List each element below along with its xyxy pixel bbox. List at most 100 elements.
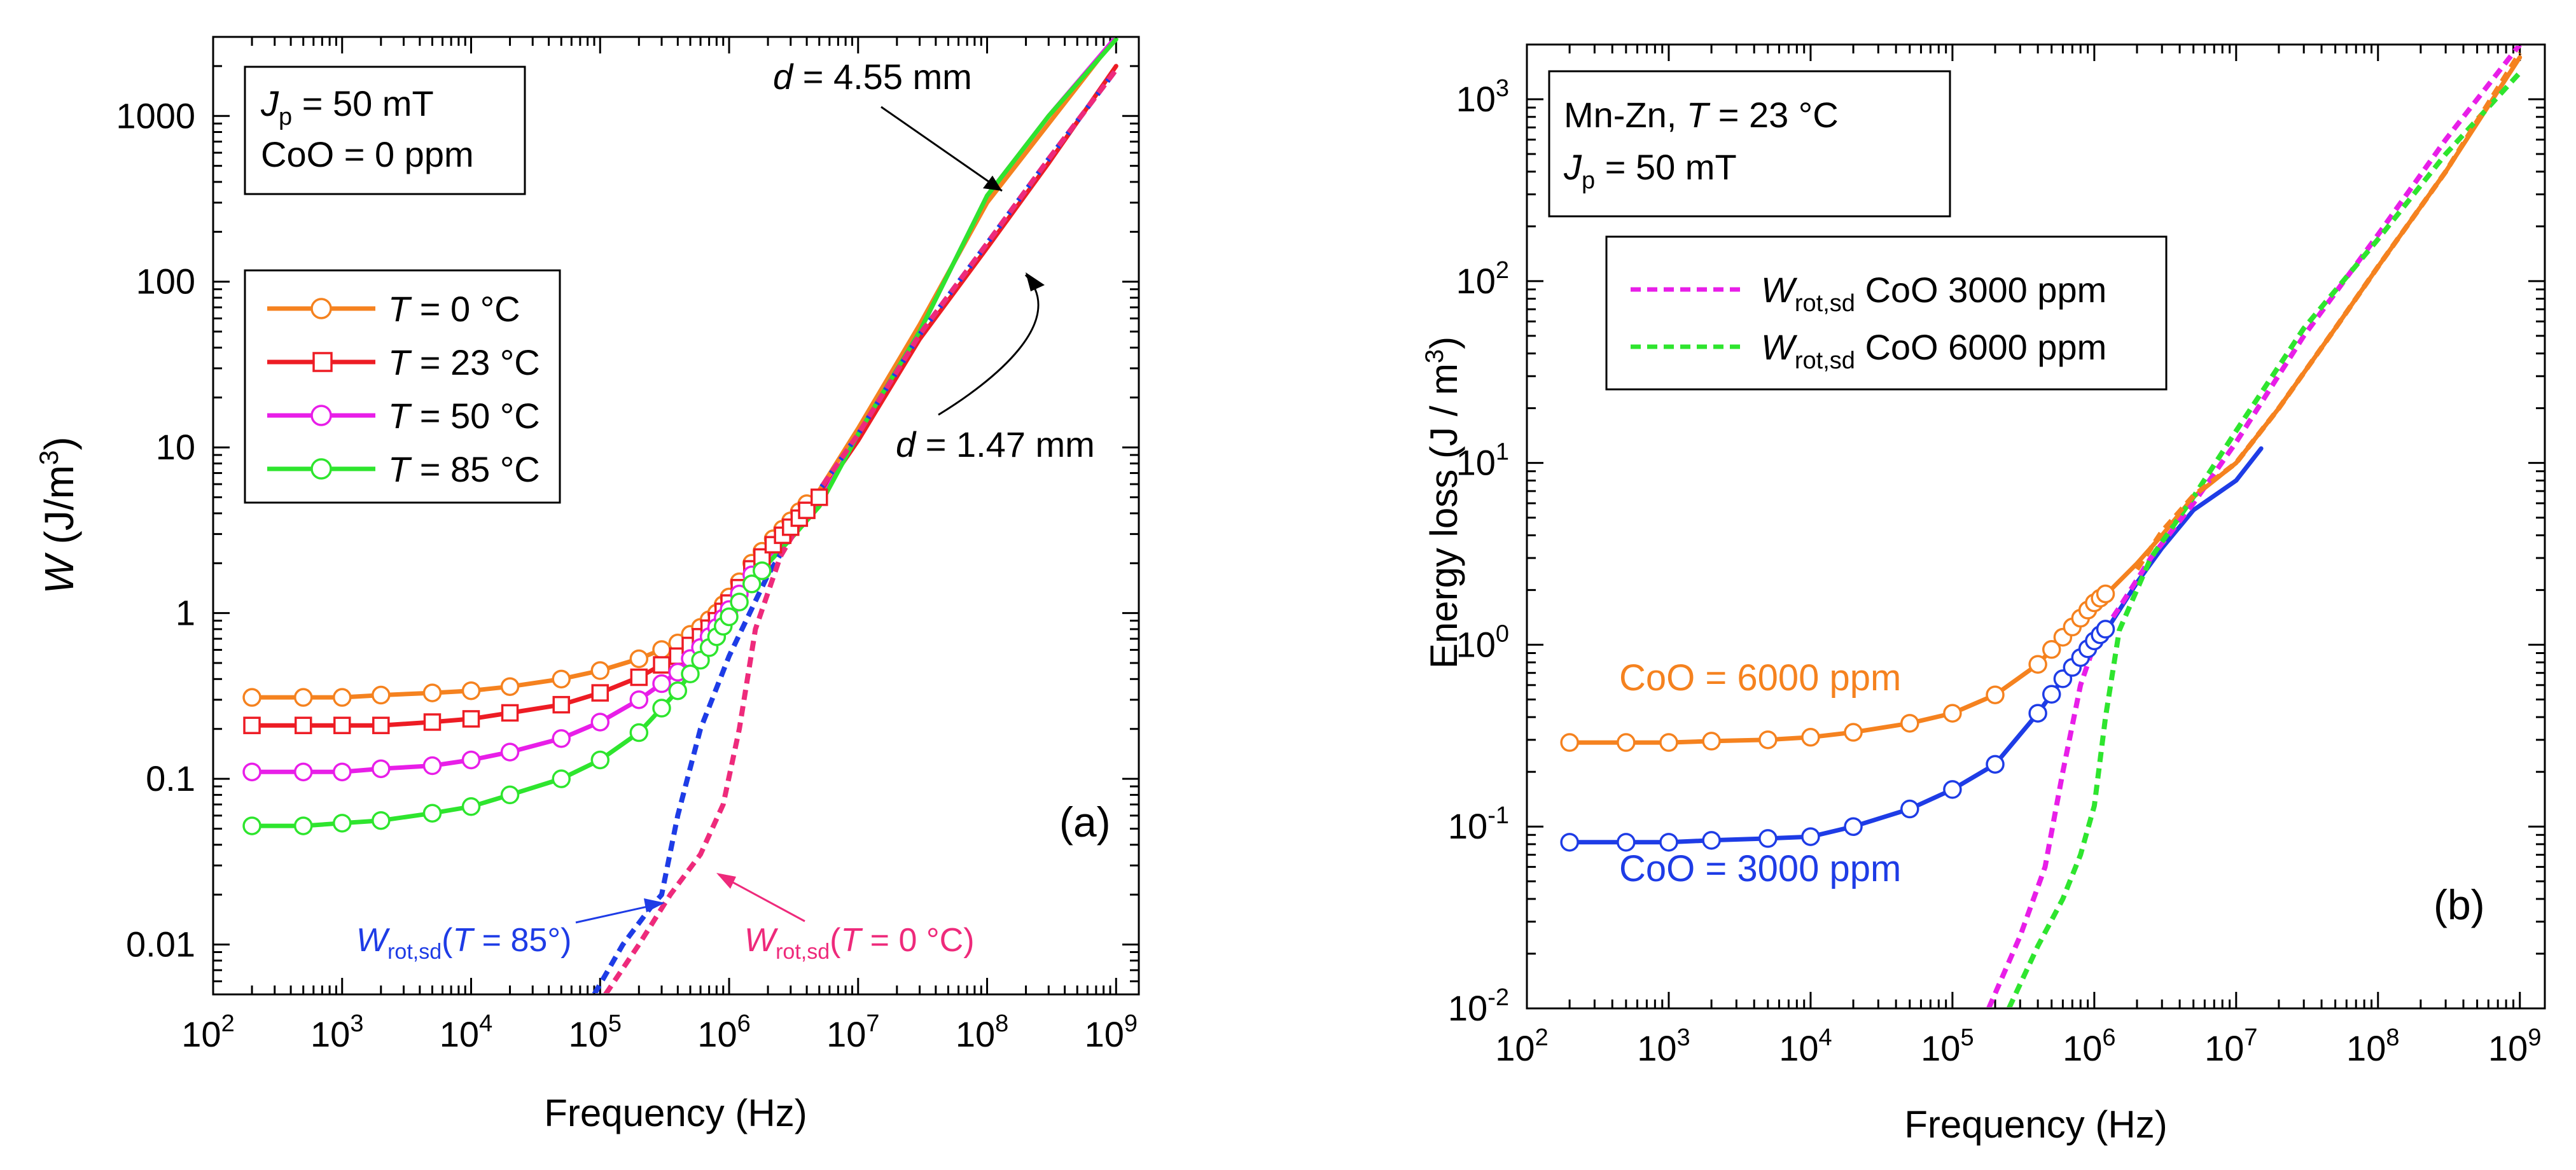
- a-annot-wrot-85: Wrot,sd(T = 85°): [356, 922, 571, 964]
- series-line-4: [592, 68, 1118, 993]
- b-annot-co6000: CoO = 6000 ppm: [1619, 657, 1901, 699]
- b-series-markers: [1560, 584, 2115, 852]
- data-point: [590, 750, 610, 770]
- b-x-axis-title: Frequency (Hz): [1904, 1103, 2167, 1146]
- data-point: [1943, 780, 1962, 799]
- data-point: [652, 640, 671, 659]
- y-tick-label: 100: [1456, 620, 1509, 664]
- data-point: [691, 650, 710, 670]
- y-tick-label: 103: [1456, 75, 1509, 119]
- b-legend-label-3000: Wrot,sd CoO 3000 ppm: [1761, 270, 2106, 317]
- series-line-2: [1986, 46, 2522, 1007]
- data-point: [1943, 704, 1962, 723]
- data-point: [242, 688, 261, 707]
- a-arrowhead-wrot-0: [716, 873, 736, 889]
- data-point: [1900, 714, 1919, 733]
- data-point: [333, 814, 352, 833]
- x-tick-label: 105: [569, 1010, 622, 1054]
- data-point: [333, 762, 352, 782]
- data-point: [293, 762, 313, 782]
- data-point: [810, 488, 828, 506]
- data-point: [242, 762, 261, 782]
- series-line-5: [603, 68, 1118, 993]
- data-point: [681, 664, 700, 683]
- data-point: [333, 716, 351, 734]
- data-point: [1986, 685, 2005, 704]
- y-tick-label: 1: [176, 593, 195, 633]
- y-tick-label: 10-2: [1448, 984, 1509, 1028]
- x-tick-label: 106: [697, 1010, 750, 1054]
- data-point: [372, 759, 391, 779]
- b-info-line-2: Jp = 50 mT: [1563, 147, 1737, 194]
- data-point: [2042, 685, 2061, 704]
- data-point: [1900, 799, 1919, 819]
- data-point: [1844, 817, 1863, 836]
- legend-label: T = 0 °C: [388, 289, 520, 329]
- data-point: [1844, 723, 1863, 742]
- y-tick-label: 10: [156, 427, 195, 467]
- a-info-box: [244, 66, 526, 195]
- data-point: [629, 723, 649, 742]
- data-point: [461, 797, 481, 816]
- data-point: [2028, 655, 2047, 674]
- y-tick-label: 102: [1456, 257, 1509, 301]
- b-legend-label-6000: Wrot,sd CoO 6000 ppm: [1761, 327, 2106, 374]
- y-tick-label: 1000: [116, 95, 195, 136]
- data-point: [552, 729, 571, 748]
- b-panel-label: (b): [2433, 881, 2485, 928]
- data-point: [293, 688, 313, 707]
- a-panel-label: (a): [1059, 798, 1111, 846]
- data-point: [462, 710, 480, 728]
- data-point: [590, 661, 610, 680]
- data-point: [552, 769, 571, 788]
- data-point: [653, 656, 671, 674]
- series-line-1: [1567, 446, 2264, 845]
- data-point: [630, 668, 648, 686]
- data-point: [1801, 728, 1820, 747]
- data-point: [753, 561, 772, 580]
- data-point: [422, 804, 442, 823]
- a-y-axis-title: W (J/m3): [34, 436, 82, 594]
- data-point: [461, 681, 481, 700]
- data-point: [293, 816, 313, 835]
- data-point: [422, 683, 442, 702]
- data-point: [1702, 831, 1721, 850]
- x-tick-label: 104: [1779, 1024, 1832, 1068]
- data-point: [1617, 833, 1636, 852]
- a-series-markers: [242, 488, 828, 835]
- data-point: [591, 684, 609, 702]
- data-point: [1560, 833, 1579, 852]
- panel-a: 102 103 104 105 106 107 108 109 0.01 0.1 1 10 100 100…: [34, 36, 1140, 1134]
- data-point: [629, 649, 649, 669]
- x-tick-label: 109: [2488, 1024, 2541, 1068]
- a-arrowhead-d147: [1026, 272, 1045, 291]
- x-tick-label: 104: [440, 1010, 492, 1054]
- y-tick-label: 100: [136, 261, 195, 302]
- b-plot-frame: [1526, 43, 2546, 1010]
- data-point: [652, 674, 671, 693]
- data-point: [243, 716, 261, 734]
- x-tick-label: 107: [826, 1010, 879, 1054]
- a-arrow-d455: [881, 106, 1003, 192]
- data-point: [333, 688, 352, 707]
- b-info-box: [1548, 70, 1951, 218]
- series-line-4: [2134, 51, 2523, 571]
- data-point: [1617, 733, 1636, 752]
- series-line-3: [2007, 71, 2522, 1007]
- data-point: [372, 716, 390, 734]
- b-annot-co3000: CoO = 3000 ppm: [1619, 848, 1901, 889]
- data-point: [1986, 755, 2005, 774]
- legend-swatch-marker: [312, 352, 333, 372]
- data-point: [2028, 704, 2047, 723]
- legend-swatch-marker: [310, 298, 332, 319]
- a-plot-content: [242, 38, 1118, 993]
- x-tick-label: 103: [310, 1010, 363, 1054]
- x-tick-label: 106: [2063, 1024, 2115, 1068]
- data-point: [372, 811, 391, 830]
- x-tick-label: 103: [1637, 1024, 1690, 1068]
- data-point: [242, 816, 261, 835]
- x-tick-label: 109: [1085, 1010, 1138, 1054]
- a-plot-frame: [212, 36, 1140, 996]
- data-point: [1659, 833, 1678, 852]
- x-tick-label: 102: [181, 1010, 234, 1054]
